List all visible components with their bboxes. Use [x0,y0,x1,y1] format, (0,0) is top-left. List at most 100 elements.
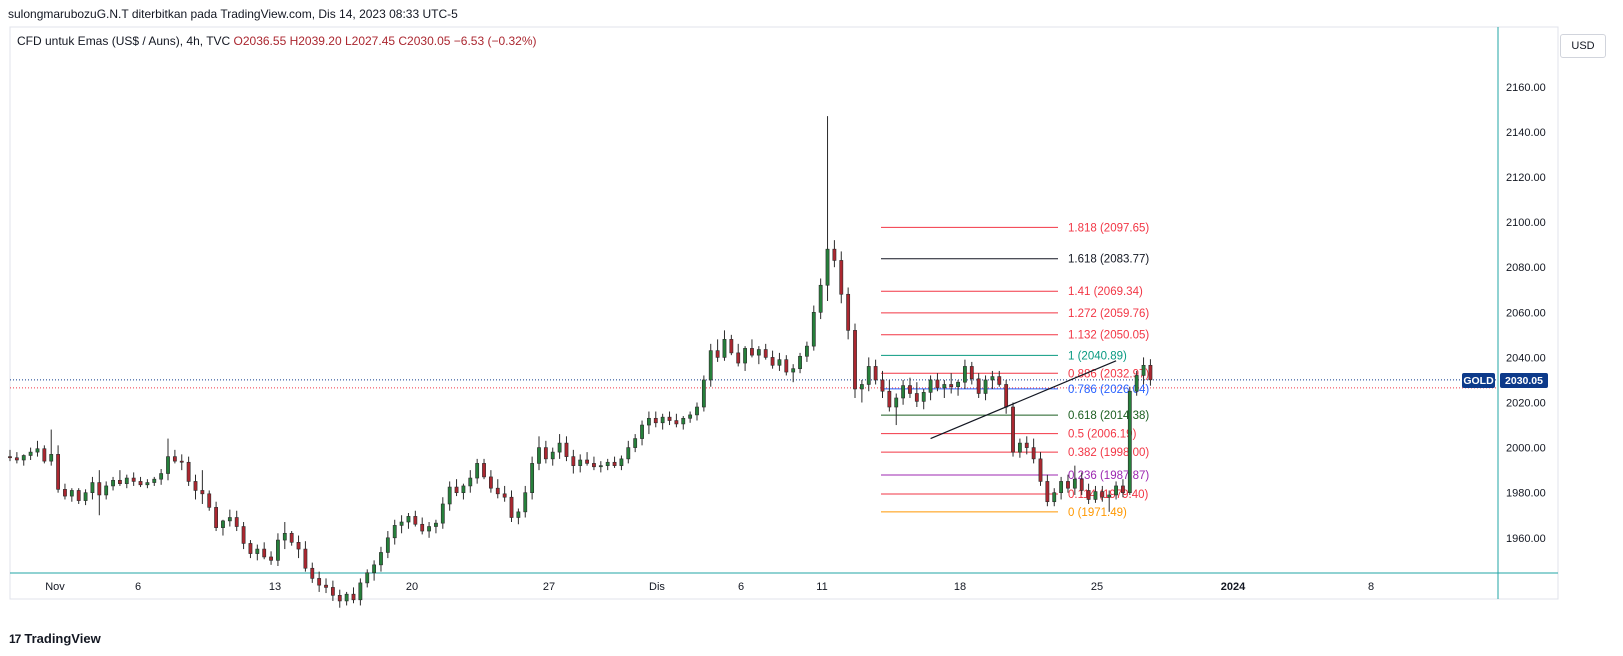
candle[interactable] [475,458,480,484]
candle[interactable] [276,533,280,566]
candle[interactable] [317,571,322,592]
candle[interactable] [557,434,562,459]
trendline-drawing[interactable] [930,360,1117,440]
candle[interactable] [530,456,535,500]
candle[interactable] [482,458,486,480]
candle[interactable] [997,370,1002,387]
candle[interactable] [1066,474,1070,493]
candle[interactable] [1127,386,1132,495]
candle[interactable] [385,531,390,559]
candle[interactable] [28,447,33,461]
candle[interactable] [1148,359,1153,386]
candle[interactable] [21,454,26,466]
candle[interactable] [811,305,816,351]
candle[interactable] [63,483,67,500]
candle[interactable] [337,589,342,608]
candle[interactable] [942,379,947,398]
candle[interactable] [138,476,143,488]
candle[interactable] [1052,488,1057,507]
candle[interactable] [372,560,377,581]
candle[interactable] [695,402,699,421]
candle[interactable] [956,379,960,396]
candle[interactable] [413,510,418,527]
candle[interactable] [124,474,129,489]
candle[interactable] [69,488,74,502]
candle[interactable] [454,479,459,497]
candle[interactable] [647,411,651,435]
candle[interactable] [207,490,212,511]
candle[interactable] [172,449,177,464]
candle[interactable] [1072,465,1077,495]
candle[interactable] [324,578,328,594]
candle[interactable] [214,501,219,532]
candle[interactable] [853,323,857,398]
candle[interactable] [131,472,136,486]
candle[interactable] [701,375,706,412]
fibonacci-extension[interactable]: 1.818 (2097.65) 1.618 (2083.77) 1.41 (2069… [881,222,1149,519]
candle[interactable] [550,447,555,466]
candle[interactable] [585,452,589,466]
trendline[interactable] [930,360,1117,440]
candle[interactable] [653,411,658,428]
candle[interactable] [667,411,672,426]
candle[interactable] [1004,379,1009,414]
candle[interactable] [186,456,191,486]
candle[interactable] [736,343,741,367]
candle[interactable] [1093,485,1098,503]
candle[interactable] [516,508,521,525]
symbol-legend[interactable]: CFD untuk Emas (US$ / Auns), 4h, TVC O20… [17,34,537,48]
candle[interactable] [564,436,569,462]
candle[interactable] [97,470,102,516]
candle[interactable] [743,346,747,371]
candle[interactable] [1031,438,1036,464]
candle[interactable] [282,522,287,550]
candle[interactable] [42,445,47,464]
time-axis[interactable]: Nov 6 13 20 27 Dis 6 11 18 25 2024 8 [45,581,1374,593]
currency-button[interactable]: USD [1560,34,1606,58]
candle[interactable] [935,373,940,392]
candle[interactable] [248,540,253,559]
candle[interactable] [805,341,809,362]
candle[interactable] [908,377,912,398]
candle[interactable] [928,375,933,401]
candle[interactable] [269,551,273,565]
candle[interactable] [447,481,452,511]
candle[interactable] [640,420,644,446]
candle[interactable] [619,455,624,471]
candle[interactable] [488,470,493,493]
candle[interactable] [303,541,308,572]
candle[interactable] [1141,357,1146,385]
candle[interactable] [1024,436,1029,455]
candle[interactable] [344,591,349,606]
candle[interactable] [420,517,425,535]
candle[interactable] [729,334,734,356]
candle[interactable] [681,416,686,430]
candle[interactable] [1107,490,1112,512]
candle[interactable] [83,489,88,506]
candle[interactable] [543,440,548,464]
candle[interactable] [14,452,19,464]
candle[interactable] [1079,472,1084,495]
candle[interactable] [392,519,397,545]
candle[interactable] [537,436,541,471]
candle[interactable] [1011,402,1015,457]
candle[interactable] [1134,370,1139,396]
candle[interactable] [756,346,761,365]
candle[interactable] [592,456,596,471]
candle[interactable] [509,490,514,523]
candle[interactable] [351,587,356,604]
candle[interactable] [832,240,837,268]
candle[interactable] [660,413,665,430]
candle[interactable] [866,357,871,392]
candle[interactable] [255,544,260,561]
candle[interactable] [104,481,109,500]
candle[interactable] [330,580,335,601]
candle[interactable] [468,470,473,493]
candle[interactable] [234,510,239,532]
price-axis[interactable]: 1960.00 1980.00 2000.00 2020.00 2040.00 2060.… [1506,82,1546,545]
candle[interactable] [179,454,184,471]
candle[interactable] [90,476,95,500]
candle[interactable] [612,456,617,468]
candle[interactable] [1045,474,1050,507]
candle[interactable] [399,515,404,534]
